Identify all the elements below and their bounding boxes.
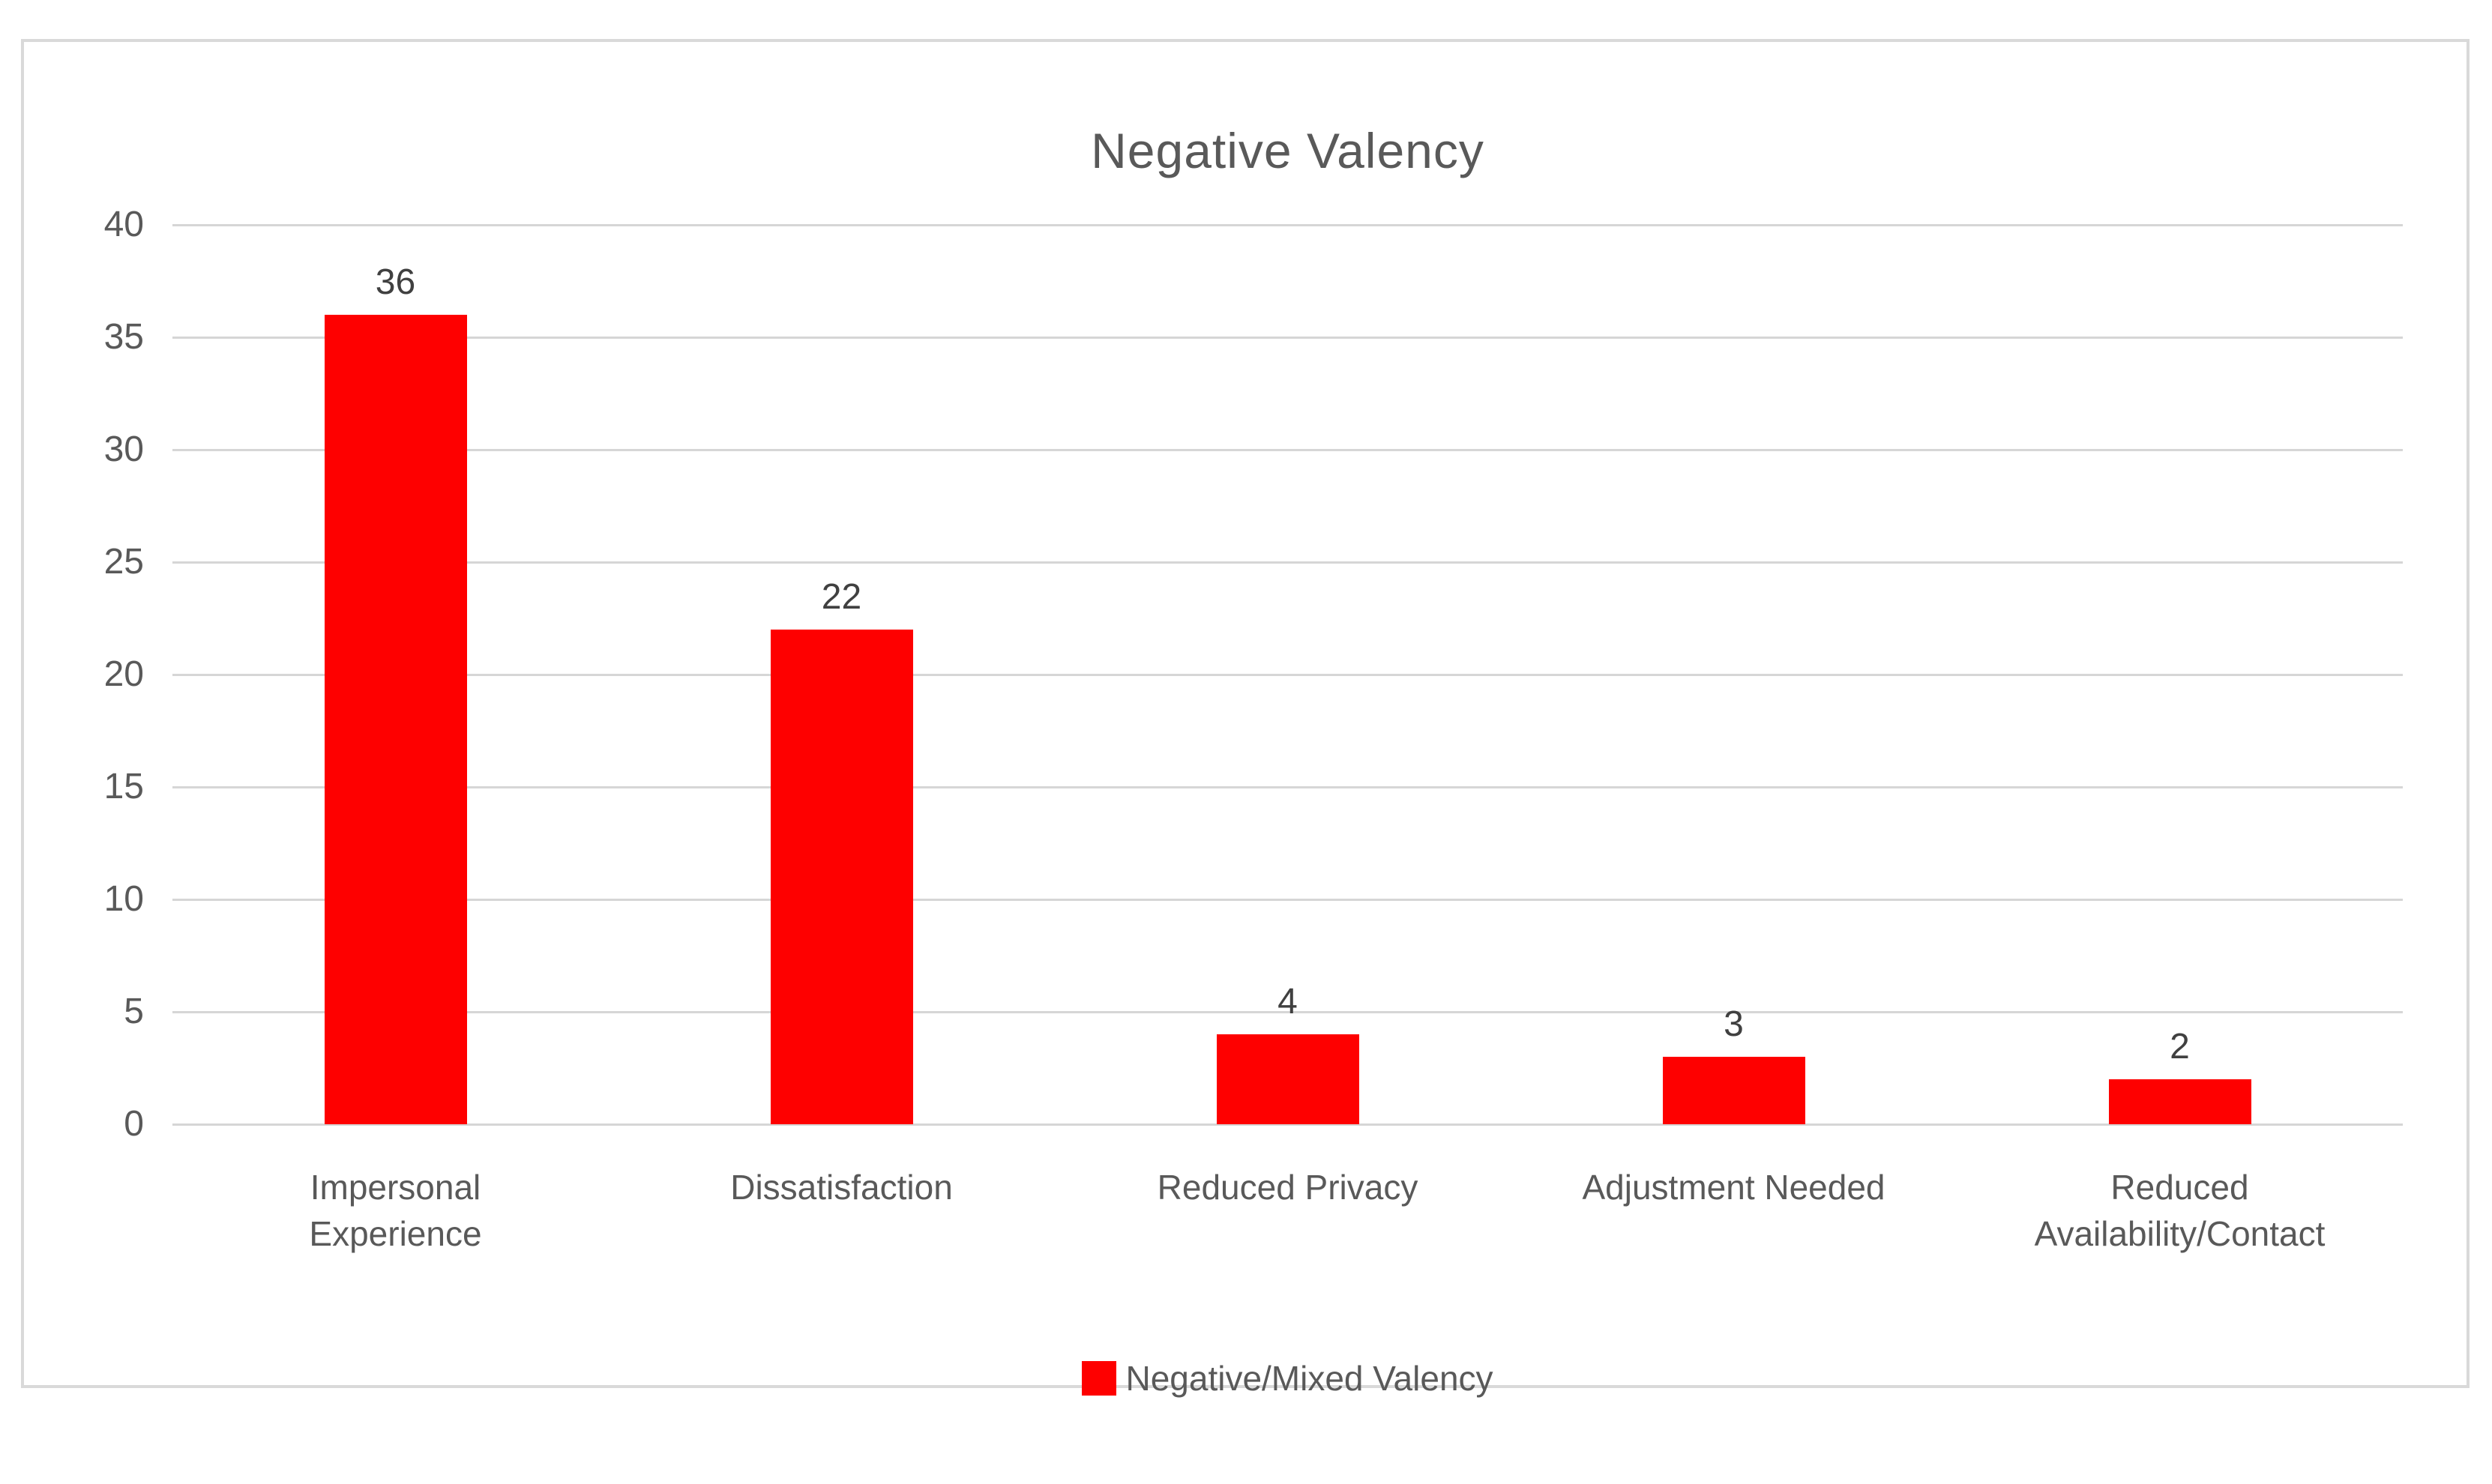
gridline xyxy=(172,1123,2403,1126)
bar xyxy=(324,315,467,1124)
category-cell: Reduced Availability/Contact xyxy=(1957,1164,2403,1257)
bar-column: 3 xyxy=(1511,225,1957,1124)
y-axis-tick-label: 35 xyxy=(103,317,144,357)
legend-color-swatch xyxy=(1082,1361,1117,1396)
category-label: Adjustment Needed xyxy=(1582,1168,1885,1207)
category-cell: Reduced Privacy xyxy=(1065,1164,1511,1257)
chart-border-box: Negative Valency 40 35 30 25 20 15 10 5 0 36 22 4 3… xyxy=(21,39,2470,1396)
bar xyxy=(2108,1079,2251,1124)
gridline xyxy=(172,1010,2403,1013)
y-axis-tick-labels: 40 35 30 25 20 15 10 5 0 xyxy=(24,205,144,1144)
bar-value-label: 36 xyxy=(375,262,416,302)
y-axis-tick-label: 15 xyxy=(103,767,144,806)
y-axis-tick-label: 40 xyxy=(103,205,144,244)
gridline xyxy=(172,561,2403,564)
category-label: Impersonal Experience xyxy=(309,1168,482,1254)
bar-column: 2 xyxy=(1957,225,2403,1124)
bar-value-label: 4 xyxy=(1277,982,1298,1022)
y-axis-tick-label: 5 xyxy=(124,992,144,1031)
bar-value-label: 2 xyxy=(2170,1027,2190,1067)
y-axis-tick-label: 0 xyxy=(124,1104,144,1144)
plot-area: 36 22 4 3 2 xyxy=(172,223,2403,1126)
category-label: Dissatisfaction xyxy=(730,1168,953,1207)
bar xyxy=(770,630,913,1124)
y-axis-tick-label: 10 xyxy=(103,879,144,919)
category-cell: Adjustment Needed xyxy=(1511,1164,1957,1257)
y-axis-tick-label: 30 xyxy=(103,429,144,469)
gridline xyxy=(172,223,2403,226)
gridline xyxy=(172,336,2403,339)
bar xyxy=(1216,1034,1359,1124)
gridline xyxy=(172,785,2403,788)
bar-value-label: 3 xyxy=(1724,1004,1744,1044)
bar xyxy=(1662,1057,1805,1124)
bar-value-label: 22 xyxy=(821,577,862,617)
y-axis-tick-label: 25 xyxy=(103,542,144,582)
bar-column: 22 xyxy=(619,225,1065,1124)
legend-label: Negative/Mixed Valency xyxy=(1125,1359,1493,1398)
chart-title: Negative Valency xyxy=(1091,123,1484,178)
category-label: Reduced Availability/Contact xyxy=(2034,1168,2326,1254)
bar-column: 4 xyxy=(1065,225,1511,1124)
category-cell: Dissatisfaction xyxy=(619,1164,1065,1257)
category-cell: Impersonal Experience xyxy=(172,1164,619,1257)
y-axis-tick-label: 20 xyxy=(103,654,144,694)
bar-column: 36 xyxy=(172,225,619,1124)
gridline xyxy=(172,898,2403,901)
category-label: Reduced Privacy xyxy=(1157,1168,1418,1207)
gridline xyxy=(172,448,2403,451)
x-axis-category-labels: Impersonal Experience Dissatisfaction Redu… xyxy=(172,1164,2403,1257)
legend: Negative/Mixed Valency xyxy=(172,1361,2403,1396)
gridline xyxy=(172,673,2403,676)
